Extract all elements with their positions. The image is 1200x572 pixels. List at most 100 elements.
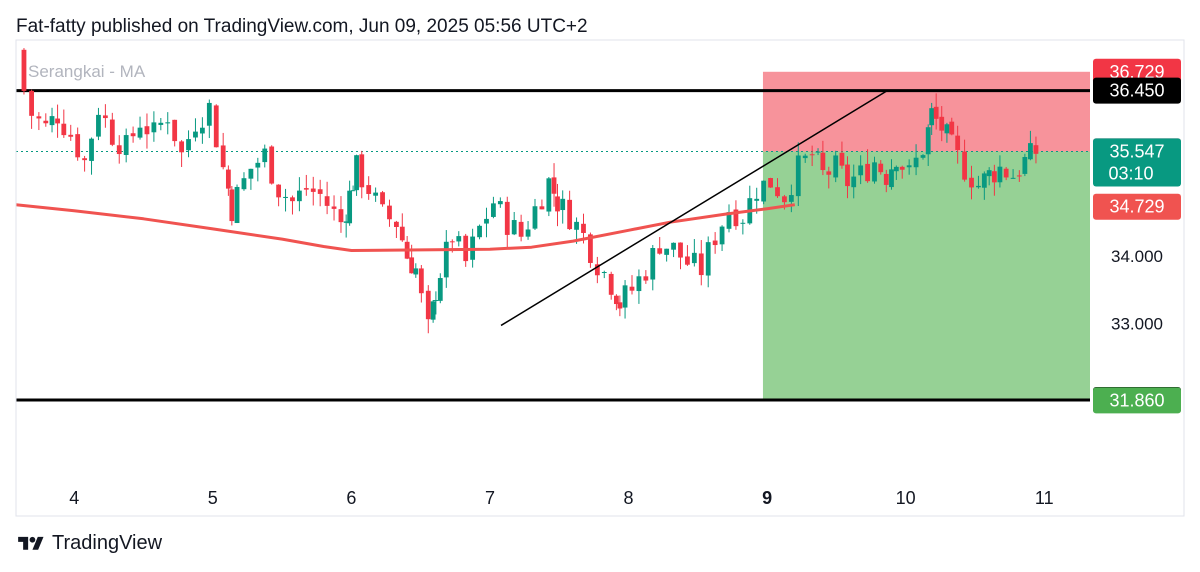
candle: [404, 236, 410, 260]
candle-body: [373, 192, 379, 196]
candle-body: [775, 187, 780, 197]
candle: [283, 188, 288, 212]
price-tag-ma[interactable]: 34.729: [1093, 193, 1181, 220]
candle: [650, 245, 656, 291]
candle-body: [920, 155, 926, 158]
candle: [255, 157, 261, 182]
candle: [199, 117, 205, 144]
candle-body: [740, 222, 746, 224]
candle: [491, 196, 496, 219]
candle: [691, 239, 697, 267]
candle: [366, 176, 372, 200]
moving-average: [15, 203, 796, 252]
candle: [413, 263, 419, 278]
ascending-trendline[interactable]: [500, 90, 887, 327]
candle: [913, 144, 919, 176]
candle-body: [199, 127, 205, 134]
candle: [858, 155, 864, 185]
candle-body: [491, 203, 496, 217]
candle: [350, 185, 356, 192]
candle-body: [546, 178, 552, 212]
candle-body: [49, 116, 55, 126]
candle-body: [712, 240, 718, 246]
candle-body: [969, 177, 974, 188]
candle-body: [955, 135, 961, 150]
candle: [539, 199, 545, 210]
candle-body: [691, 252, 697, 264]
candle-body: [929, 108, 935, 126]
price-tag-box: [1093, 77, 1181, 104]
candle-body: [925, 127, 931, 155]
candle: [179, 140, 185, 167]
candle-body: [802, 155, 808, 159]
price-tag-countdown: 03:10: [1108, 164, 1153, 184]
candle-body: [997, 166, 1003, 183]
candle-body: [296, 190, 302, 202]
candle: [719, 225, 725, 251]
candle: [1028, 130, 1033, 161]
candle-body: [788, 195, 794, 202]
candle: [55, 104, 60, 138]
candle: [1016, 170, 1022, 182]
candle-body: [75, 134, 81, 158]
candle-body: [55, 118, 60, 124]
candle-body: [418, 268, 424, 294]
candle-body: [826, 171, 832, 175]
candle-body: [477, 225, 482, 238]
candle-body: [430, 301, 436, 320]
candle: [1003, 166, 1009, 181]
candle-body: [622, 285, 628, 308]
candle: [962, 139, 967, 182]
footer-brand[interactable]: TradingView: [16, 532, 162, 555]
candle: [939, 106, 945, 142]
candle-body: [795, 155, 801, 197]
candle: [186, 130, 191, 158]
candle: [443, 230, 449, 288]
candle-body: [761, 180, 767, 202]
candle: [331, 195, 337, 221]
candle-body: [504, 201, 510, 235]
candle: [594, 256, 600, 284]
candle-body: [102, 115, 108, 119]
candle-body: [234, 186, 240, 224]
ma-line[interactable]: [15, 203, 796, 252]
candle: [929, 102, 935, 135]
candle-body: [130, 133, 136, 137]
candle: [815, 148, 821, 156]
candle: [878, 160, 884, 175]
take-profit-zone[interactable]: [762, 151, 1090, 401]
candle-body: [165, 122, 171, 124]
candle: [310, 176, 316, 206]
candle-body: [1028, 143, 1033, 160]
candle-body: [614, 295, 619, 305]
candle-body: [497, 201, 503, 205]
candle-body: [220, 145, 226, 168]
horizontal-levels: [16, 89, 1090, 402]
candle: [317, 179, 323, 207]
candle: [213, 104, 219, 148]
candle: [802, 153, 808, 163]
price-tag-box: [1093, 387, 1181, 414]
candle: [89, 137, 94, 175]
candle: [845, 156, 850, 199]
candle: [726, 204, 732, 233]
candle: [144, 113, 150, 149]
candle: [484, 207, 489, 238]
candle: [906, 159, 912, 175]
candle: [241, 172, 247, 191]
candle-body: [89, 138, 94, 161]
time-axis[interactable]: 4 5 6 7 8 9 10 11: [69, 488, 1053, 508]
candle: [872, 156, 877, 184]
price-tag-target[interactable]: 31.860: [1093, 387, 1181, 414]
candle-body: [350, 190, 356, 192]
candle-body: [36, 116, 42, 119]
price-tag-level[interactable]: 36.450: [1093, 77, 1181, 104]
candle: [165, 112, 171, 135]
indicator-label[interactable]: Serangkai - MA: [28, 62, 146, 81]
price-tag-label: 34.729: [1109, 197, 1164, 217]
price-axis[interactable]: 34.00033.00036.72936.45035.55235.54703:1…: [15, 39, 1185, 517]
candle: [151, 111, 157, 142]
candle: [747, 185, 753, 225]
